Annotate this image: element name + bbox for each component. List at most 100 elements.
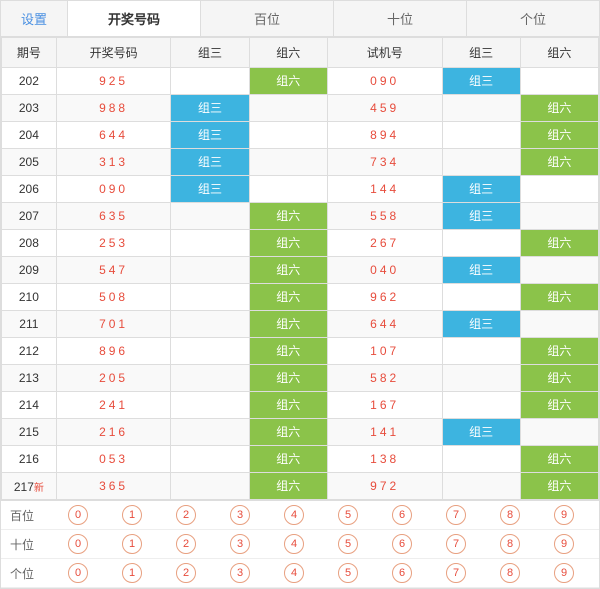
- table-row: 214 241 组六 167 组六: [2, 392, 599, 419]
- zu6-badge: 组六: [521, 149, 598, 175]
- digit-button[interactable]: 7: [446, 563, 466, 583]
- lottery-table-container: 设置 开奖号码 百位 十位 个位 期号 开奖号码 组三 组六 试机号 组三 组六…: [0, 0, 600, 589]
- cell-zu6-b: 组六: [520, 338, 598, 365]
- cell-zu3-a: 组三: [171, 149, 249, 176]
- digit-button[interactable]: 0: [68, 505, 88, 525]
- cell-kaijiang: 635: [56, 203, 171, 230]
- table-row: 211 701 组六 644 组三: [2, 311, 599, 338]
- digit-button[interactable]: 5: [338, 534, 358, 554]
- digit-button[interactable]: 2: [176, 505, 196, 525]
- digit-button[interactable]: 2: [176, 534, 196, 554]
- digit-button[interactable]: 5: [338, 563, 358, 583]
- digit-button[interactable]: 0: [68, 534, 88, 554]
- cell-zu3-b: [442, 338, 520, 365]
- digit-button[interactable]: 7: [446, 505, 466, 525]
- zu6-badge: 组六: [250, 338, 327, 364]
- cell-kaijiang: 644: [56, 122, 171, 149]
- zu6-badge: 组六: [250, 284, 327, 310]
- cell-shijih: 090: [327, 68, 442, 95]
- cell-zu6-a: [249, 149, 327, 176]
- digit-label-gewei: 个位: [1, 565, 43, 582]
- cell-zu3-a: [171, 311, 249, 338]
- zu6-badge: 组六: [250, 257, 327, 283]
- digit-row-gewei: 个位 0 1 2 3 4 5 6 7 8 9: [1, 559, 599, 588]
- digit-selector-rows: 百位 0123456789 十位 0123456789 个位 012345678…: [1, 500, 599, 588]
- cell-zu6-b: 组六: [520, 365, 598, 392]
- cell-zu3-b: 组三: [442, 176, 520, 203]
- cell-zu6-a: 组六: [249, 230, 327, 257]
- zu6-badge: 组六: [250, 311, 327, 337]
- tab-settings[interactable]: 设置: [1, 1, 68, 36]
- digit-button[interactable]: 2: [176, 563, 196, 583]
- tab-kaijiang[interactable]: 开奖号码: [68, 1, 201, 36]
- cell-zu3-a: [171, 68, 249, 95]
- digit-button[interactable]: 8: [500, 505, 520, 525]
- cell-shijih: 644: [327, 311, 442, 338]
- tab-gewei[interactable]: 个位: [467, 1, 599, 36]
- zu6-badge: 组六: [521, 95, 598, 121]
- cell-zu3-a: 组三: [171, 95, 249, 122]
- cell-zu3-a: [171, 392, 249, 419]
- digit-button[interactable]: 8: [500, 563, 520, 583]
- cell-zu6-b: [520, 419, 598, 446]
- digit-button[interactable]: 6: [392, 534, 412, 554]
- cell-kaijiang: 053: [56, 446, 171, 473]
- cell-zu3-b: [442, 95, 520, 122]
- zu3-badge: 组三: [171, 95, 248, 121]
- digit-button[interactable]: 7: [446, 534, 466, 554]
- table-row: 213 205 组六 582 组六: [2, 365, 599, 392]
- table-row: 217新 365 组六 972 组六: [2, 473, 599, 500]
- cell-qihao: 217新: [2, 473, 57, 500]
- table-row: 209 547 组六 040 组三: [2, 257, 599, 284]
- cell-zu6-a: 组六: [249, 257, 327, 284]
- digit-button[interactable]: 0: [68, 563, 88, 583]
- cell-zu3-b: [442, 230, 520, 257]
- digit-button[interactable]: 4: [284, 534, 304, 554]
- zu6-badge: 组六: [250, 473, 327, 499]
- digit-button[interactable]: 3: [230, 534, 250, 554]
- cell-shijih: 972: [327, 473, 442, 500]
- tab-shiwei[interactable]: 十位: [334, 1, 467, 36]
- cell-qihao: 213: [2, 365, 57, 392]
- cell-zu3-b: 组三: [442, 419, 520, 446]
- cell-zu6-a: 组六: [249, 68, 327, 95]
- cell-kaijiang: 508: [56, 284, 171, 311]
- digit-button[interactable]: 6: [392, 505, 412, 525]
- tab-bar: 设置 开奖号码 百位 十位 个位: [1, 1, 599, 37]
- cell-zu3-a: 组三: [171, 122, 249, 149]
- digit-button[interactable]: 1: [122, 534, 142, 554]
- digit-button[interactable]: 9: [554, 534, 574, 554]
- cell-zu6-a: 组六: [249, 419, 327, 446]
- cell-zu6-a: 组六: [249, 392, 327, 419]
- cell-kaijiang: 313: [56, 149, 171, 176]
- digit-button[interactable]: 9: [554, 563, 574, 583]
- digit-button[interactable]: 5: [338, 505, 358, 525]
- digit-button[interactable]: 9: [554, 505, 574, 525]
- digit-button[interactable]: 4: [284, 505, 304, 525]
- digit-button[interactable]: 8: [500, 534, 520, 554]
- cell-kaijiang: 205: [56, 365, 171, 392]
- cell-qihao: 216: [2, 446, 57, 473]
- new-tag: 新: [34, 483, 44, 494]
- cell-shijih: 734: [327, 149, 442, 176]
- table-body: 202 925 组六 090 组三 203 988 组三 459 组六 204 …: [2, 68, 599, 500]
- cell-kaijiang: 988: [56, 95, 171, 122]
- digit-label-shiwei: 十位: [1, 536, 43, 553]
- cell-zu6-a: 组六: [249, 311, 327, 338]
- tab-baiwei[interactable]: 百位: [201, 1, 334, 36]
- digit-button[interactable]: 6: [392, 563, 412, 583]
- digit-button[interactable]: 1: [122, 563, 142, 583]
- zu6-badge: 组六: [250, 68, 327, 94]
- zu3-badge: 组三: [171, 176, 248, 202]
- cell-zu3-b: [442, 473, 520, 500]
- cell-zu6-b: 组六: [520, 230, 598, 257]
- digit-button[interactable]: 3: [230, 563, 250, 583]
- digit-button[interactable]: 1: [122, 505, 142, 525]
- digit-button[interactable]: 3: [230, 505, 250, 525]
- zu6-badge: 组六: [250, 446, 327, 472]
- cell-zu3-b: 组三: [442, 311, 520, 338]
- cell-kaijiang: 547: [56, 257, 171, 284]
- cell-shijih: 894: [327, 122, 442, 149]
- cell-qihao: 207: [2, 203, 57, 230]
- digit-button[interactable]: 4: [284, 563, 304, 583]
